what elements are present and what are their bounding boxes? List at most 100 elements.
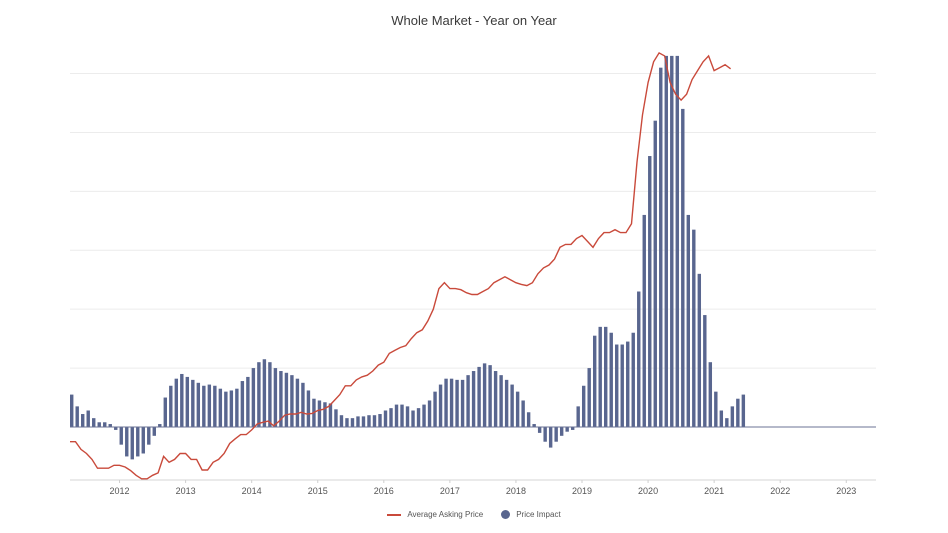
price-impact-bar (427, 400, 432, 427)
price-impact-bar (367, 415, 371, 427)
price-impact-bar (598, 326, 602, 427)
price-impact-bar (378, 414, 382, 427)
price-impact-bar (361, 416, 366, 427)
x-tick-label: 2018 (506, 486, 526, 496)
legend: Average Asking Price Price Impact (0, 510, 948, 519)
price-impact-bar (136, 426, 140, 457)
x-tick-label: 2022 (770, 486, 790, 496)
price-impact-bar (659, 67, 663, 427)
price-impact-bar (284, 372, 289, 427)
price-impact-bar (681, 108, 685, 427)
price-impact-bar (350, 418, 355, 427)
legend-label: Price Impact (516, 510, 561, 519)
price-impact-bar (499, 375, 503, 427)
price-impact-bars (70, 55, 746, 460)
price-impact-bar (615, 344, 619, 427)
price-impact-bar (229, 390, 234, 427)
price-impact-bar (620, 344, 624, 427)
line-swatch-icon (387, 513, 402, 516)
price-impact-bar (444, 378, 448, 427)
chart-title: Whole Market - Year on Year (391, 13, 557, 28)
price-impact-bar (466, 375, 470, 427)
price-impact-bar (631, 332, 635, 427)
price-impact-bar (592, 335, 597, 427)
price-impact-bar (114, 426, 118, 430)
price-impact-bar (637, 291, 641, 427)
x-tick-label: 2023 (836, 486, 856, 496)
legend-label: Average Asking Price (407, 510, 484, 519)
price-impact-bar (207, 384, 212, 427)
price-impact-bar (169, 385, 173, 427)
price-impact-bar (460, 379, 465, 427)
price-impact-bar (433, 391, 437, 427)
price-impact-bar (532, 424, 536, 427)
price-impact-bar (213, 385, 217, 427)
price-impact-bar (648, 156, 652, 427)
price-impact-bar (273, 368, 278, 427)
price-impact-bar (235, 388, 239, 427)
price-impact-bar (422, 404, 426, 427)
price-impact-bar (565, 426, 569, 432)
price-impact-bar (81, 414, 85, 427)
price-impact-bar (97, 422, 101, 427)
price-impact-bar (301, 382, 305, 427)
price-impact-bar (158, 424, 162, 427)
price-impact-bar (372, 415, 377, 427)
x-axis-ticks: 2012 2013 2014 2015 2016 2017 2018 2019 2020 2021… (110, 480, 856, 496)
price-impact-bar (295, 378, 300, 427)
price-impact-bar (257, 362, 261, 427)
x-tick-label: 2014 (242, 486, 262, 496)
price-impact-bar (240, 381, 245, 427)
price-impact-bar (719, 410, 724, 427)
price-impact-bar (268, 362, 272, 427)
price-impact-bar (345, 418, 349, 427)
price-impact-bar (543, 426, 547, 442)
price-impact-bar (306, 390, 311, 427)
price-impact-bar (455, 379, 459, 427)
price-impact-bar (103, 422, 107, 427)
price-impact-bar (548, 426, 553, 448)
price-impact-bar (202, 385, 206, 427)
legend-item-price-impact[interactable]: Price Impact (501, 510, 561, 519)
x-tick-label: 2021 (704, 486, 724, 496)
average-asking-price-line (70, 51, 732, 480)
price-impact-bar (521, 400, 525, 427)
price-impact-bar (670, 55, 674, 427)
price-impact-bar (675, 55, 679, 427)
price-impact-bar (224, 391, 228, 427)
price-impact-bar (356, 416, 360, 427)
price-impact-bar (92, 418, 96, 427)
price-impact-bar (642, 214, 646, 427)
price-impact-bar (218, 388, 223, 427)
x-tick-label: 2019 (572, 486, 592, 496)
price-impact-bar (262, 359, 267, 427)
price-impact-bar (471, 371, 476, 427)
price-impact-bar (394, 404, 399, 427)
price-impact-bar (328, 403, 333, 427)
price-impact-bar (626, 341, 630, 427)
price-impact-bar (692, 229, 696, 427)
price-impact-bar (334, 409, 338, 427)
price-impact-bar (725, 418, 729, 427)
legend-item-average-asking-price[interactable]: Average Asking Price (387, 510, 483, 519)
x-tick-label: 2017 (440, 486, 460, 496)
price-impact-bar (587, 368, 591, 427)
price-impact-bar (290, 375, 294, 427)
x-tick-label: 2015 (308, 486, 328, 496)
price-impact-bar (174, 378, 179, 427)
price-impact-bar (493, 371, 498, 427)
price-impact-bar (147, 426, 151, 445)
price-impact-bar (163, 397, 168, 427)
price-impact-bar (686, 214, 691, 427)
price-impact-bar (477, 366, 481, 427)
price-impact-bar (246, 376, 250, 427)
price-impact-bar (389, 408, 393, 427)
price-impact-bar (251, 368, 256, 427)
price-impact-bar (504, 379, 509, 427)
price-impact-bar (185, 376, 190, 427)
price-impact-bar (570, 426, 575, 430)
price-impact-bar (708, 362, 713, 427)
price-impact-bar (482, 363, 487, 427)
price-impact-bar (152, 426, 156, 436)
